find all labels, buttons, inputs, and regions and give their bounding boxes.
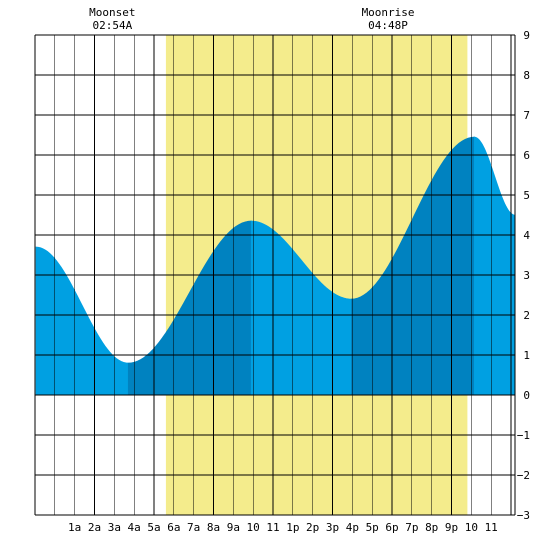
y-tick-label: 0 [523,389,530,402]
x-tick-label: 5a [147,521,160,534]
x-tick-label: 8a [207,521,220,534]
x-tick-label: 9a [227,521,240,534]
x-tick-label: 2p [306,521,319,534]
x-tick-label: 5p [366,521,379,534]
y-tick-label: −3 [517,509,530,522]
x-tick-label: 1a [68,521,81,534]
y-tick-label: −2 [517,469,530,482]
y-tick-label: 5 [523,189,530,202]
x-tick-label: 8p [425,521,438,534]
y-tick-label: 6 [523,149,530,162]
y-tick-label: 9 [523,29,530,42]
tide-segment-3-falling [250,220,352,396]
tide-segment-5-falling [474,136,516,396]
moon-event-time: 02:54A [92,19,132,32]
x-tick-label: 10 [465,521,478,534]
tide-segment-4-rising [351,136,475,396]
x-tick-label: 3a [108,521,121,534]
tide-segment-1-falling [35,246,129,396]
x-tick-label: 9p [445,521,458,534]
x-tick-label: 11 [266,521,279,534]
y-tick-label: 4 [523,229,530,242]
x-tick-label: 6a [167,521,180,534]
y-tick-label: 2 [523,309,530,322]
moon-event-title: Moonrise [362,6,415,19]
y-tick-label: −1 [517,429,530,442]
x-tick-label: 6p [385,521,398,534]
moon-event-time: 04:48P [368,19,408,32]
moon-event-title: Moonset [89,6,135,19]
x-tick-label: 3p [326,521,339,534]
x-tick-label: 7p [405,521,418,534]
y-tick-label: 3 [523,269,530,282]
x-tick-label: 1p [286,521,299,534]
x-tick-label: 4a [128,521,141,534]
y-tick-label: 8 [523,69,530,82]
x-tick-label: 7a [187,521,200,534]
x-tick-label: 10 [247,521,260,534]
x-tick-label: 11 [485,521,498,534]
x-tick-label: 4p [346,521,359,534]
y-tick-label: 1 [523,349,530,362]
y-tick-label: 7 [523,109,530,122]
x-tick-label: 2a [88,521,101,534]
